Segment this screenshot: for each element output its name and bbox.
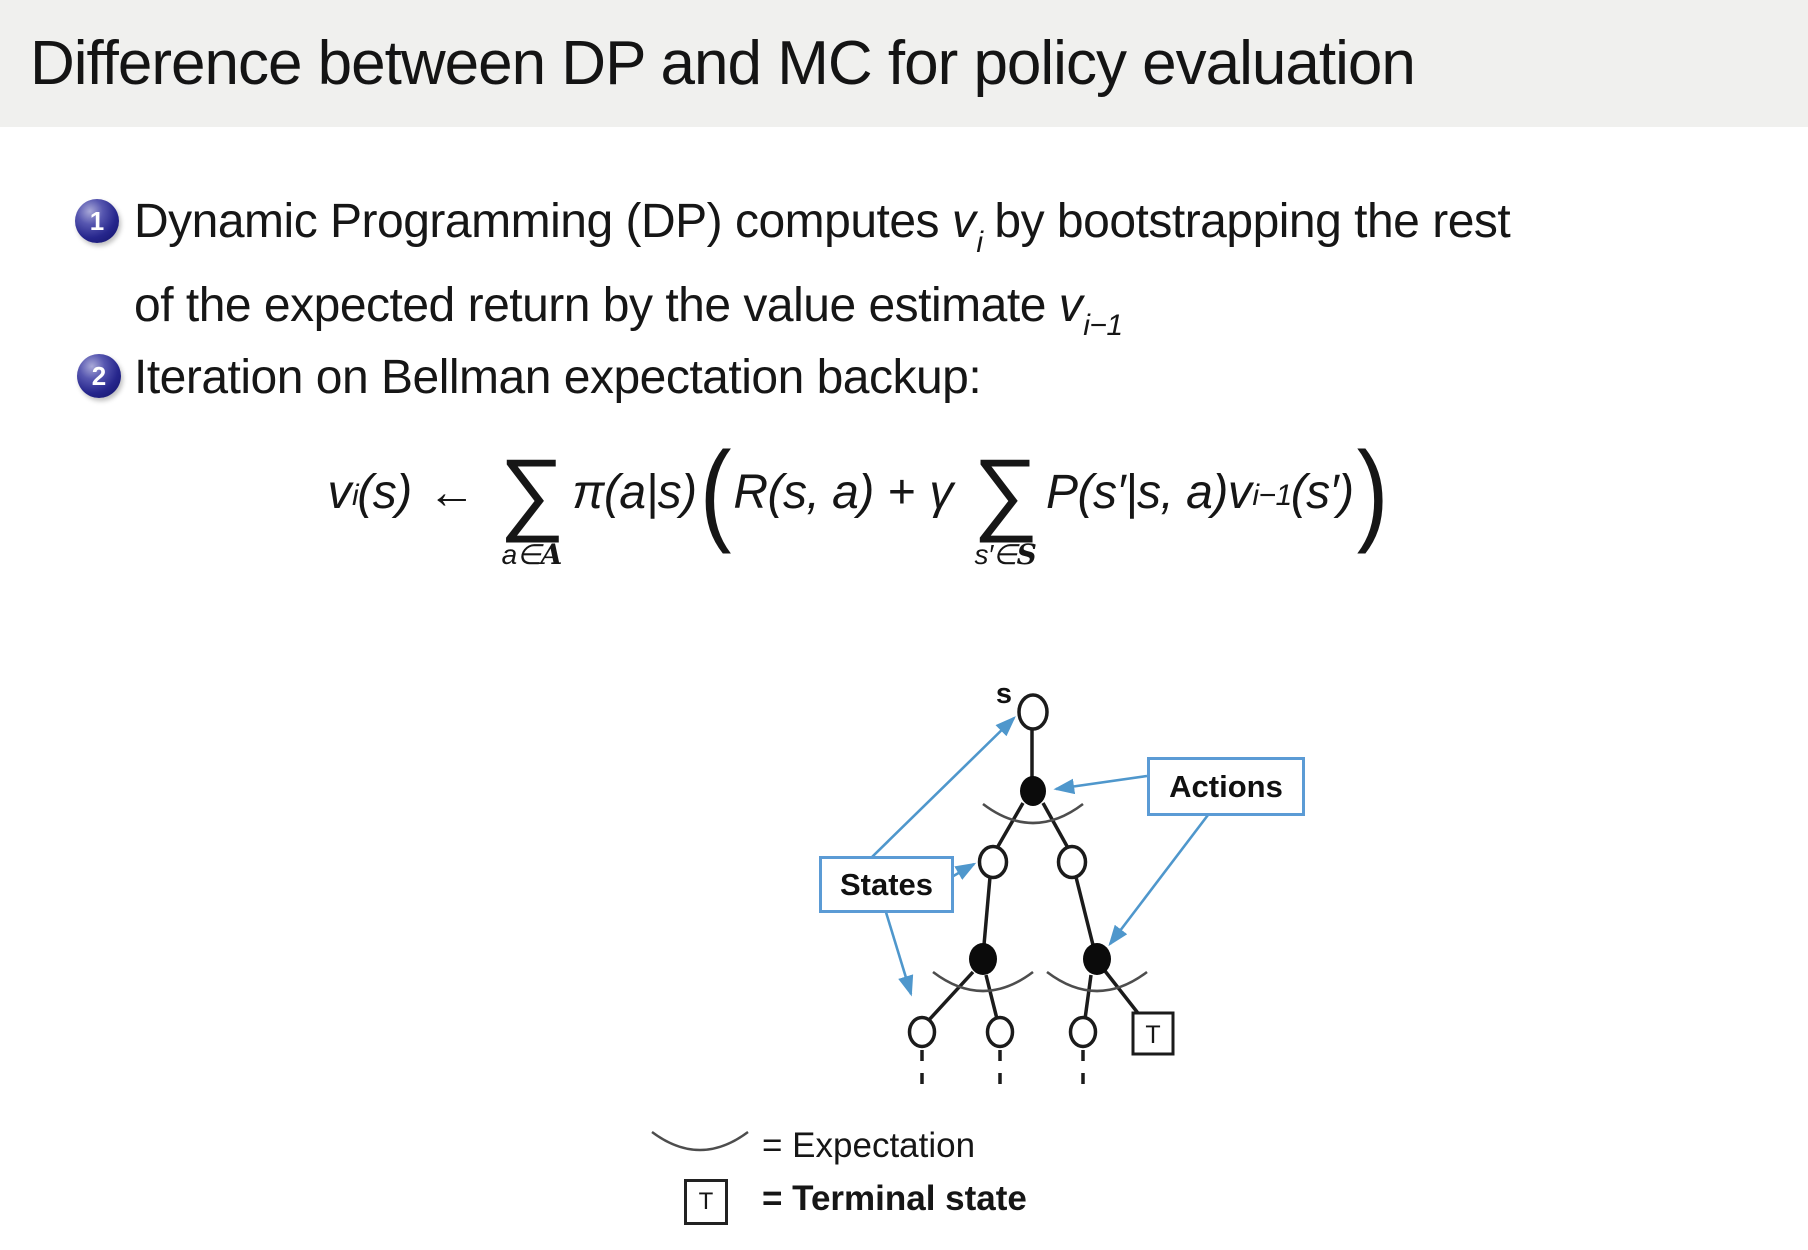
edge-left-state-action xyxy=(982,876,992,946)
bullet-1-line-2-text: of the expected return by the value esti… xyxy=(134,278,1059,332)
bullet-1-line-2: of the expected return by the value esti… xyxy=(134,272,1510,356)
formula-lhs-sub: i xyxy=(352,479,359,513)
root-state-node xyxy=(1017,693,1049,731)
terminal-node-box xyxy=(1131,1011,1175,1056)
continuation-dashes xyxy=(920,1050,1085,1088)
expectation-arc-top xyxy=(982,802,1084,825)
enumerate-badge-1-number: 1 xyxy=(89,205,105,236)
legend-arc-path xyxy=(651,1131,749,1152)
terminal-icon-letter: T xyxy=(698,1188,714,1215)
action-node-top xyxy=(1020,776,1046,806)
terminal-node-label: T xyxy=(1145,1021,1160,1049)
states-arrow-to-left-state xyxy=(949,862,977,880)
states-arrow-to-root xyxy=(871,716,1016,858)
actions-arrow-to-top-action xyxy=(1053,774,1148,795)
edge-action-terminal xyxy=(1103,969,1143,1019)
policy-term: π(a|s) xyxy=(572,465,697,519)
action-set-symbol: A xyxy=(540,538,563,572)
edge-action-left-state xyxy=(995,802,1025,849)
assign-arrow: ← xyxy=(427,465,476,519)
callout-arrows xyxy=(871,716,1213,997)
expectation-arcs xyxy=(932,802,1148,993)
bellman-formula: v i (s) ← ∑ a∈A π(a|s) ( R(s, a) + γ ∑ s′∈… xyxy=(0,429,1808,572)
edge-right-state-action xyxy=(1074,876,1095,946)
leaf-state-3 xyxy=(1068,1015,1098,1049)
backup-tree-diagram: T s xyxy=(871,678,1213,1088)
state-node-left xyxy=(977,844,1009,880)
value-var: v xyxy=(1227,465,1252,519)
terminal-state-icon: T xyxy=(684,1179,728,1225)
sum-2-limit-pre: s′∈ xyxy=(974,539,1018,571)
action-node-right xyxy=(1083,943,1111,975)
bullet-item-2: Iteration on Bellman expectation backup: xyxy=(134,344,982,411)
plus-operator: + xyxy=(887,465,916,519)
legend-expectation-text: = Expectation xyxy=(762,1126,976,1165)
states-arrow-to-leaves xyxy=(883,908,914,997)
sum-over-actions: ∑ a∈A xyxy=(499,441,565,571)
tree-edges xyxy=(926,728,1143,1023)
leaf-state-2 xyxy=(985,1015,1015,1049)
slide-title-bar: Difference between DP and MC for policy … xyxy=(0,0,1808,127)
big-close-paren: ) xyxy=(1356,429,1388,554)
sum-1-limit-pre: a∈ xyxy=(501,539,541,571)
edge-action-leaf-3 xyxy=(1083,974,1093,1020)
enumerate-badge-2: 2 xyxy=(77,354,121,398)
leaf-state-1 xyxy=(907,1015,937,1049)
states-callout-label: States xyxy=(839,866,934,902)
bullet-item-1: Dynamic Programming (DP) computes vi by … xyxy=(134,188,1511,356)
formula-lhs-args: (s) xyxy=(357,465,412,519)
legend-terminal-text: = Terminal state xyxy=(762,1179,1027,1218)
sum-2-limits: s′∈S xyxy=(975,538,1037,571)
math-var-v2-sub: i−1 xyxy=(1083,309,1123,343)
edge-action-right-state xyxy=(1041,802,1070,849)
edge-action-leaf-1 xyxy=(926,970,975,1023)
sigma-glyph-2: ∑ xyxy=(972,441,1039,544)
enumerate-badge-2-number: 2 xyxy=(91,360,107,391)
bullet-1-line-1-tail: by bootstrapping the rest xyxy=(981,195,1511,248)
value-args: (s′) xyxy=(1290,465,1354,519)
expectation-arc-left xyxy=(932,970,1034,993)
actions-callout-box: Actions xyxy=(1147,757,1305,816)
state-set-symbol: S xyxy=(1016,538,1037,572)
gamma-symbol: γ xyxy=(929,465,953,519)
states-callout-box: States xyxy=(819,856,954,913)
sum-over-next-states: ∑ s′∈S xyxy=(972,441,1039,571)
math-var-v2: v xyxy=(1058,278,1083,332)
actions-callout-label: Actions xyxy=(1169,768,1283,804)
state-node-right xyxy=(1056,844,1088,880)
action-node-left xyxy=(969,943,997,975)
expectation-arc-right xyxy=(1046,970,1148,993)
sigma-glyph-1: ∑ xyxy=(499,441,565,544)
bullet-1-line-1: Dynamic Programming (DP) computes vi by … xyxy=(134,188,1511,272)
big-open-paren: ( xyxy=(699,429,731,554)
value-var-sub: i−1 xyxy=(1252,479,1292,513)
bullet-1-line-1-text: Dynamic Programming (DP) computes xyxy=(134,195,952,248)
formula-lhs-v: v xyxy=(327,465,352,519)
edge-action-leaf-2 xyxy=(984,974,999,1020)
reward-term: R(s, a) xyxy=(733,465,874,519)
root-state-label: s xyxy=(996,678,1012,710)
math-var-v: v xyxy=(951,195,976,248)
bullet-2-text: Iteration on Bellman expectation backup: xyxy=(134,351,982,404)
actions-arrow-to-right-action xyxy=(1108,810,1213,947)
math-var-v-sub: i xyxy=(976,225,983,259)
enumerate-badge-1: 1 xyxy=(75,199,119,243)
page-title: Difference between DP and MC for policy … xyxy=(30,29,1416,98)
bellman-formula-row: v i (s) ← ∑ a∈A π(a|s) ( R(s, a) + γ ∑ s′∈… xyxy=(327,429,1391,572)
transition-term: P(s′|s, a) xyxy=(1045,465,1228,519)
expectation-arc-icon xyxy=(651,1131,749,1152)
sum-1-limits: a∈A xyxy=(501,538,563,572)
